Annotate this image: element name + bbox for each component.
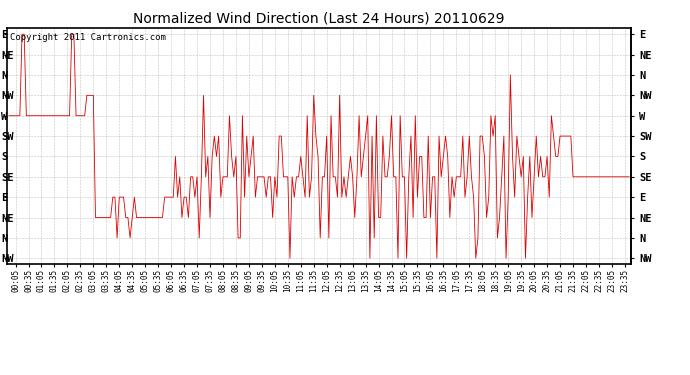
- Title: Normalized Wind Direction (Last 24 Hours) 20110629: Normalized Wind Direction (Last 24 Hours…: [133, 12, 505, 26]
- Text: Copyright 2011 Cartronics.com: Copyright 2011 Cartronics.com: [10, 33, 166, 42]
